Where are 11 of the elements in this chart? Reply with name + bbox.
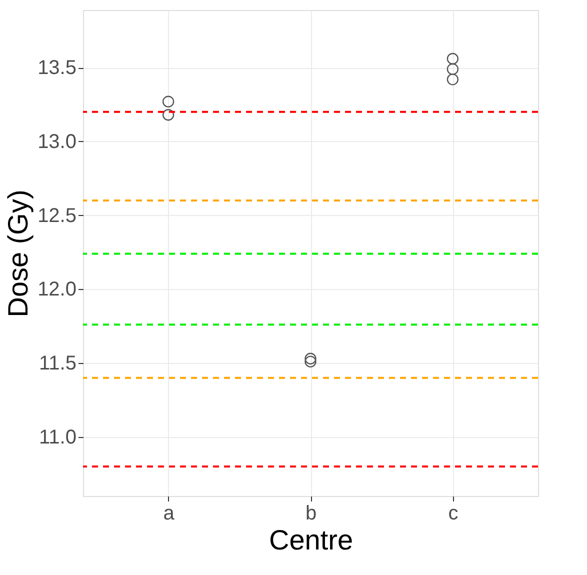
x-tick-label: b [305,502,317,524]
y-tick-label: 11.0 [39,426,76,448]
x-axis-title: Centre [268,524,354,556]
x-tick-label: a [163,502,176,524]
y-tick-label: 12.5 [38,204,76,227]
y-tick-label: 13.5 [38,57,76,80]
y-axis-title: Dose (Gy) [2,190,34,318]
y-tick-label: 11.5 [39,352,76,375]
x-tick-label: c [448,502,458,524]
y-tick-label: 12.0 [38,278,76,301]
y-tick-label: 13.0 [38,130,76,153]
